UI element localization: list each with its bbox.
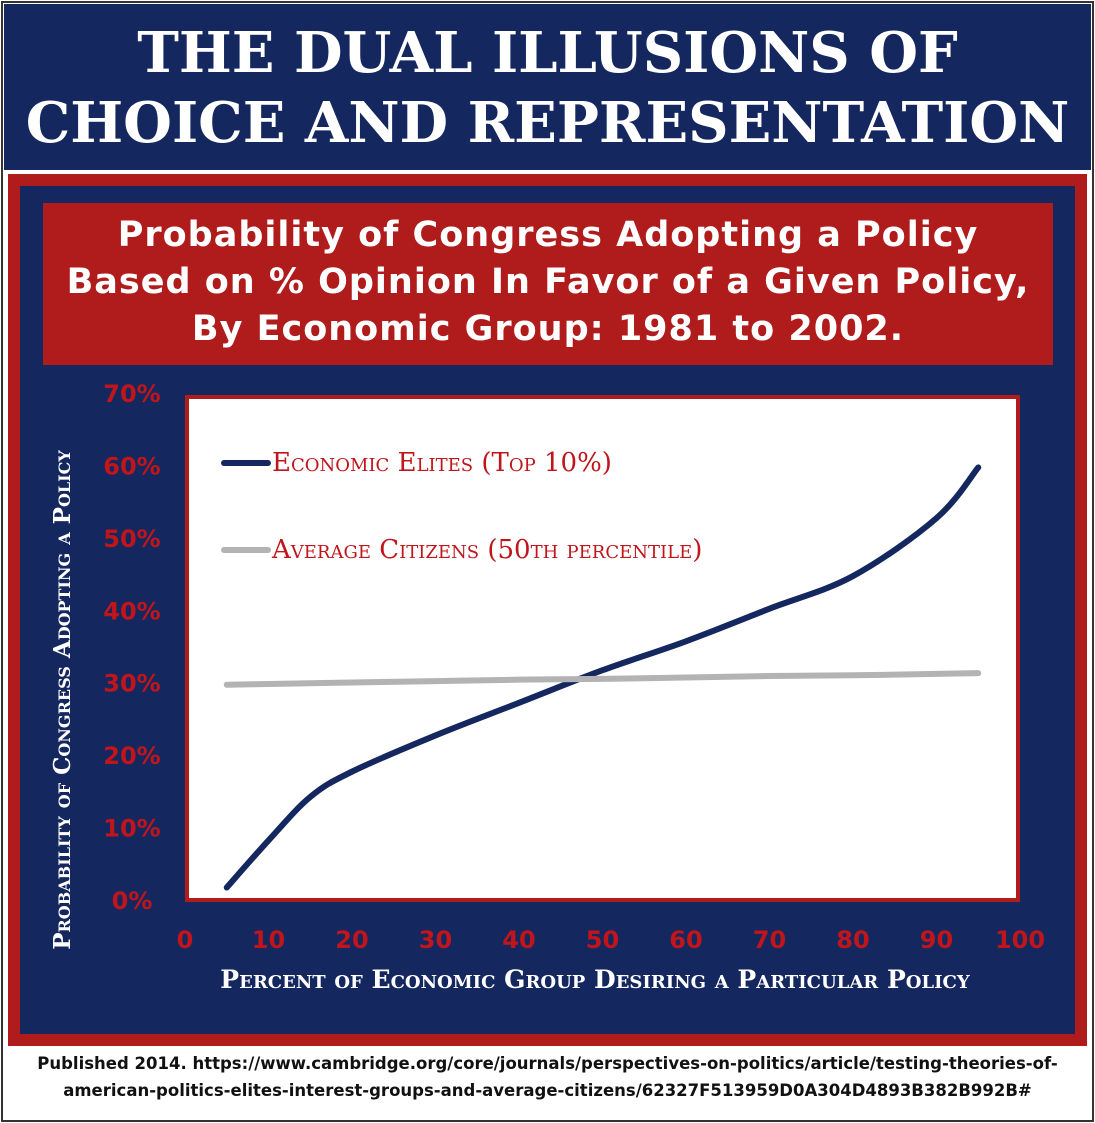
y-tick-label: 70% [103, 380, 160, 408]
chart-title: Probability of Congress Adopting a Polic… [66, 215, 1030, 349]
x-tick-label: 100 [995, 926, 1045, 954]
x-tick-label: 80 [836, 926, 869, 954]
y-tick-label: 20% [103, 742, 160, 770]
legend-label: Average Citizens (50th percentile) [271, 535, 702, 565]
y-tick-label: 50% [103, 525, 160, 553]
x-tick-label: 70 [753, 926, 786, 954]
legend-label: Economic Elites (Top 10%) [272, 448, 612, 478]
x-tick-label: 10 [252, 926, 285, 954]
footer-line: Published 2014. https://www.cambridge.or… [37, 1054, 1058, 1073]
x-tick-label: 50 [586, 926, 619, 954]
x-tick-label: 60 [669, 926, 702, 954]
chart-title-box [43, 203, 1053, 365]
y-tick-label: 60% [103, 452, 160, 480]
x-tick-label: 40 [502, 926, 535, 954]
x-tick-label: 90 [920, 926, 953, 954]
footer-line: american-politics-elites-interest-groups… [63, 1081, 1032, 1100]
y-tick-label: 30% [103, 670, 160, 698]
x-axis-title: Percent of Economic Group Desiring a Par… [220, 965, 970, 994]
header-band [4, 4, 1091, 170]
footer: Published 2014. https://www.cambridge.or… [4, 1050, 1091, 1104]
x-tick-label: 30 [419, 926, 452, 954]
x-tick-label: 20 [335, 926, 368, 954]
plot-area [189, 399, 1016, 898]
y-tick-label: 40% [103, 597, 160, 625]
y-axis-title: Probability of Congress Adopting a Polic… [49, 450, 76, 950]
y-tick-label: 10% [103, 815, 160, 843]
header-title: THE DUAL ILLUSIONS OF CHOICE AND REPRESE… [25, 20, 1070, 156]
y-tick-label: 0% [112, 887, 153, 915]
x-tick-label: 0 [177, 926, 194, 954]
series-line [223, 670, 982, 688]
